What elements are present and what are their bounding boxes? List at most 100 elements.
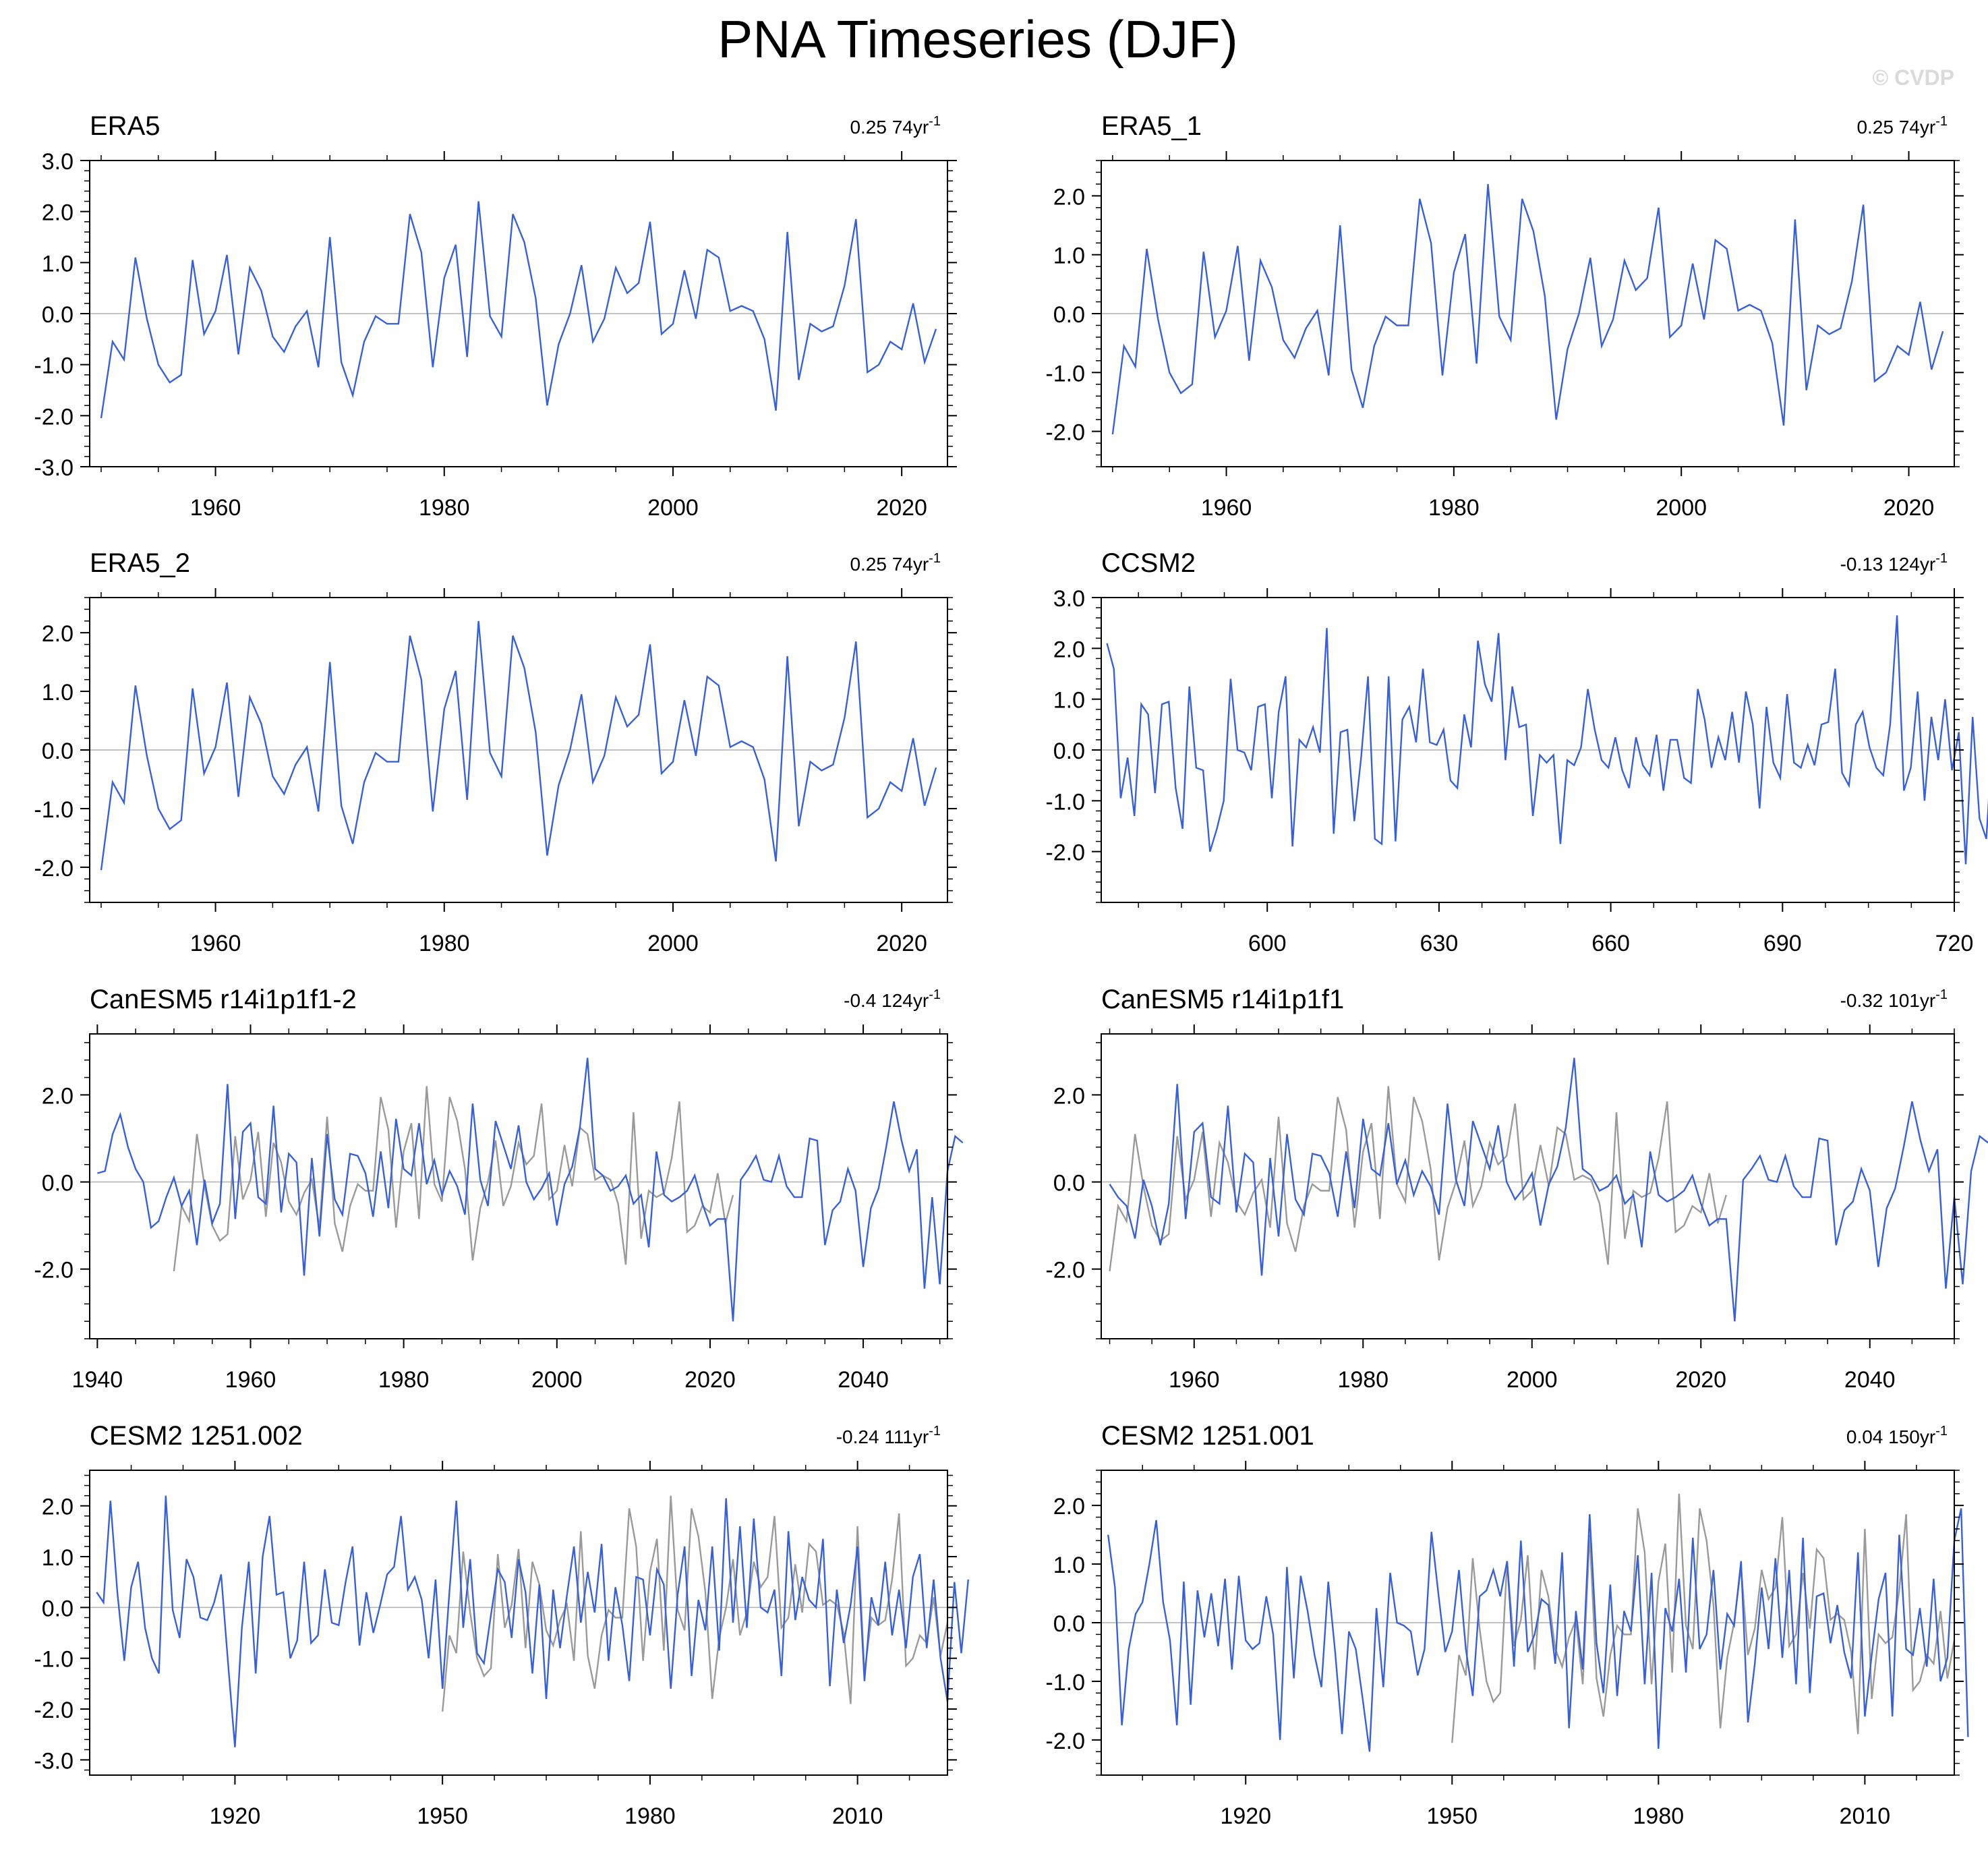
- y-tick-label: -2.0: [34, 404, 74, 430]
- trend-exponent: -1: [1935, 551, 1948, 566]
- trend-exponent: -1: [1935, 1424, 1948, 1439]
- y-tick-label: 1.0: [42, 251, 74, 277]
- y-tick-label: -1.0: [1045, 1670, 1085, 1696]
- y-tick-label: -2.0: [34, 1698, 74, 1723]
- model-series-line: [1109, 1058, 1988, 1322]
- observation-series-line: [173, 1086, 734, 1272]
- model-series-line: [96, 1495, 969, 1747]
- panel-title: ERA5: [90, 111, 160, 141]
- x-tick-label: 1960: [1201, 495, 1252, 521]
- chart-panel: CanESM5 r14i1p1f1-2 -0.4 124yr-1 -2.0 0.0 2.…: [34, 985, 964, 1393]
- x-tick-label: 2020: [1675, 1367, 1726, 1393]
- y-tick-label: 2.0: [42, 200, 74, 226]
- y-tick-label: 0.0: [42, 739, 74, 764]
- chart-panel: CCSM2 -0.13 124yr-1 -2.0 -1.0 0.0 1.0 2.0 3.0 60…: [1045, 548, 1988, 956]
- trend-exponent: -1: [929, 987, 941, 1002]
- x-tick-label: 2000: [1656, 495, 1707, 521]
- trend-label: -0.24 111yr-1: [836, 1424, 941, 1447]
- model-series-line: [1111, 183, 1944, 435]
- plot-frame: [89, 1033, 948, 1339]
- trend-value: -0.13 124yr: [1840, 554, 1936, 575]
- trend-value: 0.25 74yr: [850, 117, 929, 138]
- x-tick-label: 1950: [417, 1803, 468, 1829]
- y-tick-label: 1.0: [1053, 688, 1085, 714]
- y-tick-label: 2.0: [42, 1495, 74, 1520]
- trend-value: 0.25 74yr: [850, 554, 929, 575]
- x-tick-label: 1980: [419, 931, 470, 956]
- copyright-watermark: © CVDP: [1873, 65, 1954, 90]
- y-tick-label: 2.0: [1053, 1083, 1085, 1109]
- trend-label: -0.4 124yr-1: [844, 987, 941, 1011]
- y-tick-label: 0.0: [42, 1171, 74, 1196]
- x-tick-label: 2010: [832, 1803, 883, 1829]
- y-tick-label: -3.0: [34, 455, 74, 481]
- x-tick-label: 1960: [190, 495, 241, 521]
- x-tick-label: 1960: [190, 931, 241, 956]
- trend-value: -0.24 111yr: [836, 1426, 929, 1447]
- y-tick-label: -1.0: [1045, 361, 1085, 386]
- y-tick-label: 0.0: [1053, 302, 1085, 328]
- x-tick-label: 1980: [1428, 495, 1480, 521]
- x-tick-label: 2020: [876, 495, 927, 521]
- x-tick-label: 2000: [531, 1367, 583, 1393]
- x-tick-label: 1960: [225, 1367, 276, 1393]
- x-tick-label: 1950: [1426, 1803, 1478, 1829]
- y-tick-label: 0.0: [42, 302, 74, 328]
- panel-title: CanESM5 r14i1p1f1-2: [90, 985, 357, 1014]
- trend-exponent: -1: [929, 551, 941, 566]
- trend-value: -0.32 101yr: [1840, 990, 1936, 1011]
- observation-series-line: [442, 1495, 949, 1712]
- x-tick-label: 1960: [1169, 1367, 1220, 1393]
- x-tick-label: 720: [1935, 931, 1974, 956]
- x-tick-label: 1920: [210, 1803, 261, 1829]
- trend-exponent: -1: [1935, 114, 1948, 129]
- x-tick-label: 1980: [419, 495, 470, 521]
- panel-title: CESM2 1251.001: [1101, 1421, 1314, 1451]
- y-tick-label: 2.0: [1053, 1494, 1085, 1520]
- panel-title: ERA5_1: [1101, 111, 1202, 141]
- model-series-line: [100, 620, 937, 871]
- chart-panel: ERA5_1 0.25 74yr-1 -2.0 -1.0 0.0 1.0 2.0 1960 19…: [1045, 111, 1964, 521]
- y-tick-label: 3.0: [1053, 586, 1085, 612]
- trend-label: -0.32 101yr-1: [1840, 987, 1948, 1011]
- x-tick-label: 2000: [647, 931, 699, 956]
- panel-title: CanESM5 r14i1p1f1: [1101, 985, 1344, 1014]
- model-series-line: [1106, 615, 1988, 865]
- trend-exponent: -1: [929, 1424, 941, 1439]
- x-tick-label: 630: [1420, 931, 1459, 956]
- y-tick-label: -2.0: [1045, 1258, 1085, 1283]
- y-tick-label: -2.0: [34, 856, 74, 881]
- trend-value: -0.4 124yr: [844, 990, 929, 1011]
- trend-value: 0.04 150yr: [1846, 1426, 1935, 1447]
- model-series-line: [100, 201, 937, 419]
- plot-frame: [1101, 1033, 1955, 1339]
- x-tick-label: 1980: [1633, 1803, 1685, 1829]
- trend-label: 0.25 74yr-1: [850, 551, 941, 575]
- x-tick-label: 690: [1763, 931, 1802, 956]
- trend-value: 0.25 74yr: [1857, 117, 1935, 138]
- y-tick-label: 2.0: [1053, 637, 1085, 662]
- x-tick-label: 2020: [684, 1367, 736, 1393]
- plot-frame: [89, 1470, 948, 1776]
- y-tick-label: -3.0: [34, 1748, 74, 1774]
- y-tick-label: 2.0: [1053, 184, 1085, 210]
- y-tick-label: 1.0: [1053, 243, 1085, 269]
- x-tick-label: 2010: [1840, 1803, 1891, 1829]
- observation-series-line: [1451, 1493, 1956, 1743]
- y-tick-label: -1.0: [34, 1647, 74, 1673]
- trend-label: 0.04 150yr-1: [1846, 1424, 1948, 1447]
- x-tick-label: 1920: [1220, 1803, 1271, 1829]
- x-tick-label: 2000: [647, 495, 699, 521]
- chart-panel: ERA5_2 0.25 74yr-1 -2.0 -1.0 0.0 1.0 2.0 1960 19…: [34, 548, 957, 956]
- y-tick-label: 1.0: [42, 1545, 74, 1571]
- x-tick-label: 1980: [378, 1367, 430, 1393]
- x-tick-label: 2000: [1507, 1367, 1558, 1393]
- model-series-line: [1107, 1508, 1969, 1752]
- panel-title: CCSM2: [1101, 548, 1196, 578]
- x-tick-label: 1940: [72, 1367, 123, 1393]
- y-tick-label: -1.0: [34, 353, 74, 379]
- y-tick-label: 0.0: [42, 1596, 74, 1621]
- y-tick-label: -2.0: [1045, 1729, 1085, 1754]
- y-tick-label: -1.0: [34, 797, 74, 823]
- x-tick-label: 1980: [1337, 1367, 1388, 1393]
